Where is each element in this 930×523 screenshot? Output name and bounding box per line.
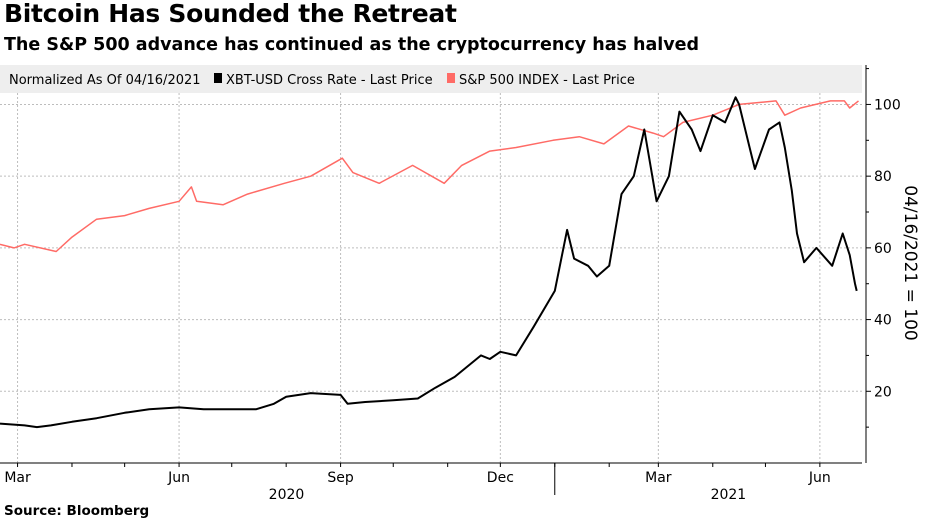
legend-title: Normalized As Of 04/16/2021 <box>9 73 201 88</box>
y-tick-label: 100 <box>874 97 901 113</box>
source-note: Source: Bloomberg <box>4 503 150 519</box>
y-tick-label: 40 <box>874 313 892 329</box>
chart-title: Bitcoin Has Sounded the Retreat <box>4 0 457 28</box>
x-tick-label: Mar <box>645 470 672 486</box>
y-tick-label: 60 <box>874 241 892 257</box>
legend-background <box>0 65 862 93</box>
y-tick-label: 80 <box>874 169 892 185</box>
x-year-label: 2020 <box>269 487 305 503</box>
series-lines <box>0 96 859 429</box>
x-tick-label: Dec <box>487 470 514 486</box>
legend-swatch-spx <box>447 73 455 83</box>
series-line-xbt <box>0 96 858 429</box>
series-line-spx <box>0 100 859 253</box>
x-tick-label: Sep <box>327 470 354 486</box>
legend-swatch-xbt <box>214 73 222 83</box>
legend-label-spx: S&P 500 INDEX - Last Price <box>459 73 635 88</box>
legend-label-xbt: XBT-USD Cross Rate - Last Price <box>226 73 433 88</box>
x-tick-label: Jun <box>808 470 831 486</box>
y-tick-label: 20 <box>874 384 892 400</box>
chart-subtitle: The S&P 500 advance has continued as the… <box>4 35 700 55</box>
x-tick-label: Mar <box>4 470 31 486</box>
x-year-label: 2021 <box>711 487 747 503</box>
axes: 20 40 60 80 100 Mar Jun Sep Dec Mar Jun 2020 2021 <box>0 65 901 503</box>
x-tick-label: Jun <box>167 470 190 486</box>
grid-lines <box>0 93 862 463</box>
y-axis-label: 04/16/2021 = 100 <box>900 185 920 340</box>
